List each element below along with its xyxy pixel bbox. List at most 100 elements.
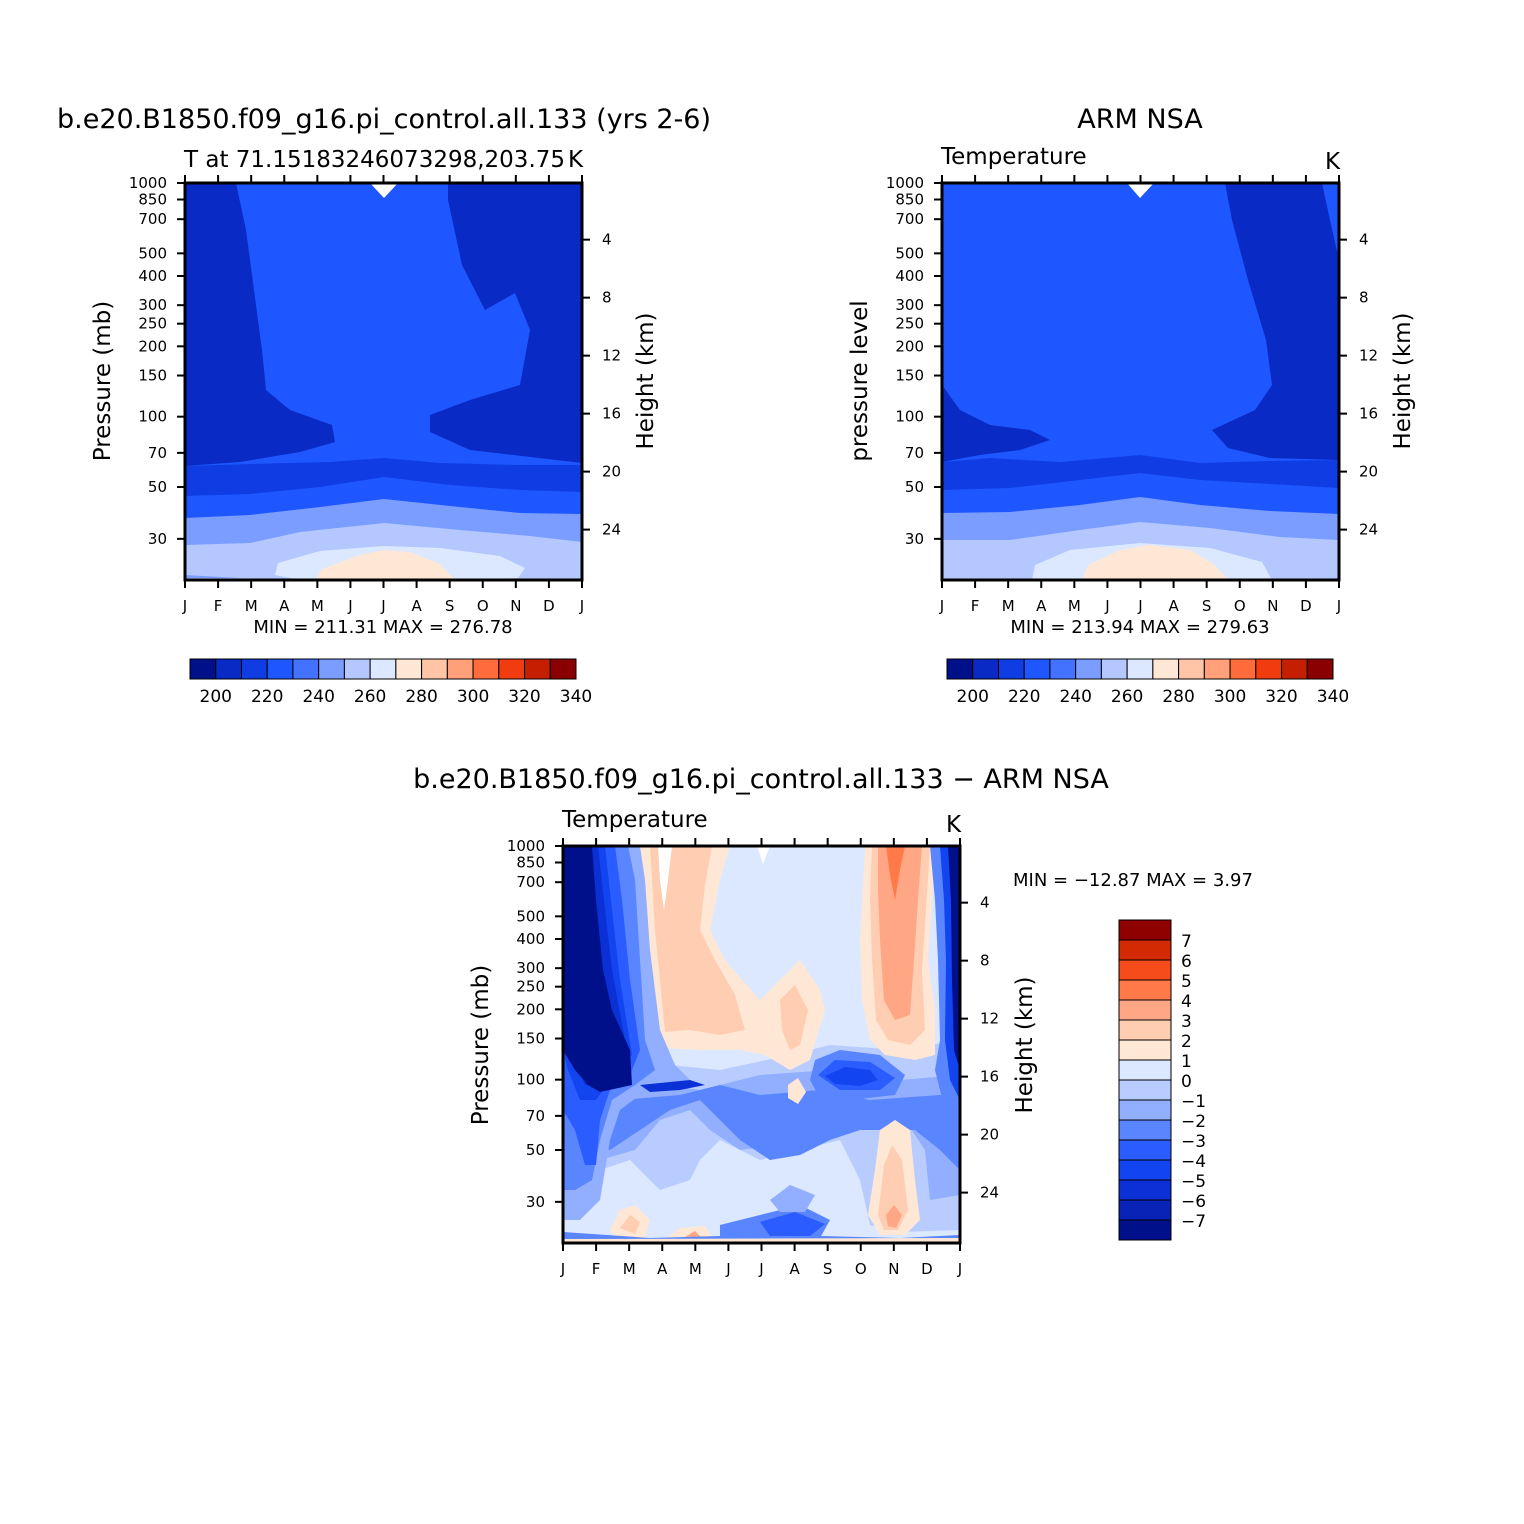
colorbar-swatch (189, 658, 217, 680)
y2-tick-label: 24 (1359, 521, 1378, 539)
colorbar-swatch (1118, 1219, 1172, 1241)
x-tick-label: J (1336, 597, 1341, 615)
colorbar-swatch (1100, 658, 1128, 680)
y2-tick-label: 8 (602, 289, 612, 307)
obs-contour-fill (942, 183, 1339, 580)
x-tick-label: J (725, 1260, 730, 1278)
colorbar-swatch (1306, 658, 1334, 680)
x-tick-label: A (1036, 597, 1047, 615)
y-tick-label: 30 (148, 530, 167, 548)
colorbar-swatch (1152, 658, 1180, 680)
y-tick-label: 200 (516, 1000, 545, 1018)
x-tick-label: D (1300, 597, 1312, 615)
colorbar-label: 200 (200, 687, 232, 707)
colorbar-label: −3 (1181, 1132, 1206, 1152)
colorbar-label: 200 (957, 687, 989, 707)
obs-panel-subtitle: Temperature (940, 144, 1087, 170)
colorbar-swatch (1118, 959, 1172, 981)
colorbar-label: 2 (1181, 1032, 1192, 1052)
y-tick-label: 150 (138, 367, 167, 385)
x-tick-label: F (971, 597, 980, 615)
contour-band (948, 846, 960, 1070)
y-tick-label: 150 (516, 1030, 545, 1048)
colorbar-swatch (395, 658, 423, 680)
y-tick-label: 700 (516, 873, 545, 891)
x-tick-label: N (888, 1260, 899, 1278)
model-units-label: K (568, 147, 584, 173)
colorbar-swatch (1049, 658, 1077, 680)
colorbar-label: −6 (1181, 1192, 1206, 1212)
colorbar-label: 300 (1214, 687, 1246, 707)
colorbar-label: −2 (1181, 1112, 1206, 1132)
colorbar-swatch (1118, 979, 1172, 1001)
x-tick-label: D (543, 597, 555, 615)
contour-band (878, 846, 922, 1020)
colorbar-swatch (498, 658, 526, 680)
x-tick-label: M (689, 1260, 702, 1278)
colorbar-swatch (1075, 658, 1102, 680)
colorbar-swatch (240, 658, 268, 680)
colorbar-label: 0 (1181, 1072, 1192, 1092)
x-tick-label: J (1137, 597, 1142, 615)
contour-band (1322, 183, 1339, 260)
colorbar-swatch (1118, 1159, 1172, 1181)
y2-tick-label: 8 (1359, 289, 1369, 307)
x-tick-label: N (510, 597, 521, 615)
x-tick-label: O (1234, 597, 1246, 615)
y-tick-label: 500 (138, 244, 167, 262)
colorbar-swatch (421, 658, 448, 680)
y2-tick-label: 12 (602, 347, 621, 365)
x-tick-label: J (957, 1260, 962, 1278)
colorbar-swatch (1118, 1179, 1172, 1201)
x-tick-label: S (823, 1260, 833, 1278)
colorbar-label: 300 (457, 687, 489, 707)
colorbar-swatch (1118, 1119, 1172, 1141)
colorbar-swatch (215, 658, 242, 680)
diff-units-label: K (946, 812, 962, 838)
colorbar-swatch (1118, 1139, 1172, 1161)
colorbar-label: 280 (405, 687, 437, 707)
x-tick-label: F (214, 597, 223, 615)
y-tick-label: 500 (895, 244, 924, 262)
colorbar-swatch (972, 658, 999, 680)
y2-tick-label: 20 (980, 1126, 999, 1144)
colorbar-label: 340 (1317, 687, 1349, 707)
contour-band (185, 575, 240, 578)
x-tick-label: J (758, 1260, 763, 1278)
colorbar-label: 320 (1265, 687, 1297, 707)
x-tick-label: S (1202, 597, 1212, 615)
colorbar-swatch (1118, 919, 1172, 941)
contour-band (658, 846, 672, 910)
colorbar-swatch (1118, 1019, 1172, 1041)
colorbar-label: −5 (1181, 1172, 1206, 1192)
colorbar-swatch (1118, 1099, 1172, 1121)
colorbar-swatch (946, 658, 974, 680)
x-tick-label: A (411, 597, 422, 615)
model-contour-fill (185, 183, 582, 580)
y-tick-label: 200 (895, 337, 924, 355)
colorbar-label: 1 (1181, 1052, 1192, 1072)
y2-tick-label: 12 (1359, 347, 1378, 365)
colorbar-label: 6 (1181, 952, 1192, 972)
x-tick-label: J (182, 597, 187, 615)
x-tick-label: J (579, 597, 584, 615)
colorbar-swatch (1118, 999, 1172, 1021)
diff-min-max: MIN = −12.87 MAX = 3.97 (1013, 870, 1253, 891)
colorbar-label: 280 (1162, 687, 1194, 707)
y-tick-label: 30 (905, 530, 924, 548)
colorbar-swatch (524, 658, 551, 680)
contour-band (683, 1231, 702, 1238)
colorbar-label: −7 (1181, 1212, 1206, 1232)
x-tick-label: M (311, 597, 324, 615)
colorbar-swatch (549, 658, 577, 680)
colorbar-swatch (1126, 658, 1154, 680)
colorbar-label: −1 (1181, 1092, 1206, 1112)
x-tick-label: M (1002, 597, 1015, 615)
model-colorbar: 200 220 240 260 280 300 320 340 (189, 658, 592, 707)
y-tick-label: 850 (516, 853, 545, 871)
colorbar-label: 220 (251, 687, 283, 707)
colorbar-swatch (1118, 1039, 1172, 1061)
model-y2-axis-label: Height (km) (633, 312, 659, 449)
